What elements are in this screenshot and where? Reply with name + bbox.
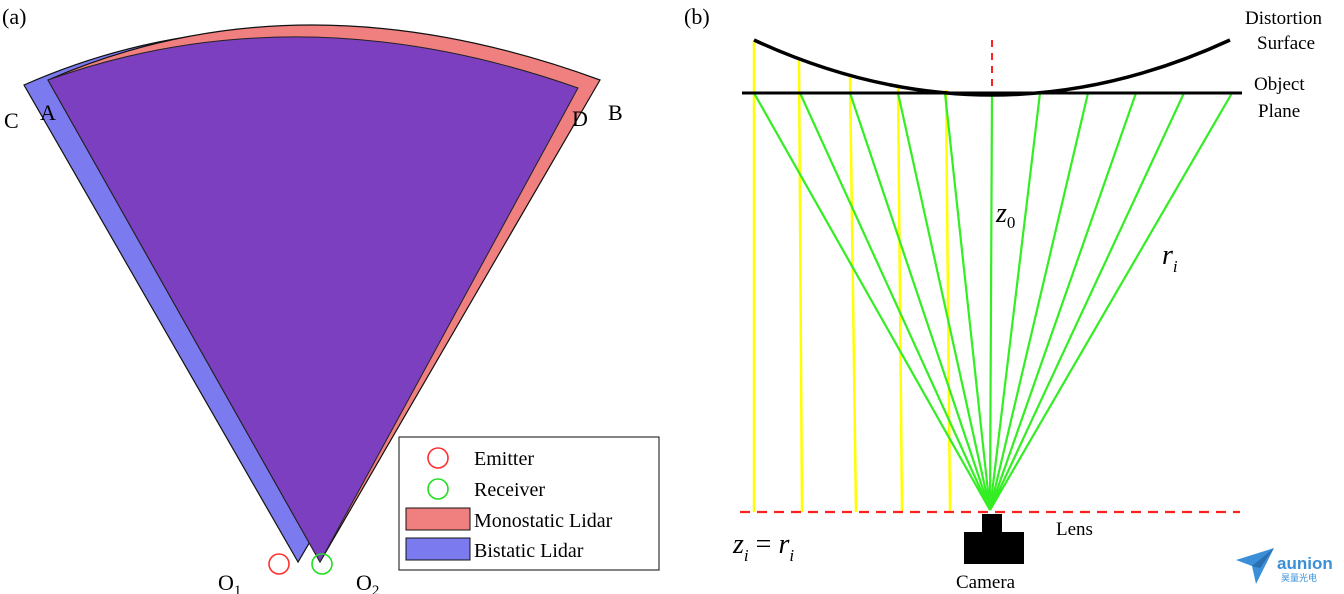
green-ray [943, 92, 992, 511]
camera-label: Camera [956, 572, 1016, 593]
yellow-ray [944, 89, 952, 513]
object-plane-label-line1: Object [1254, 74, 1305, 95]
point-label-a: A [40, 100, 56, 125]
yellow-ray [797, 59, 804, 513]
green-ray [988, 92, 1090, 511]
yellow-rays [752, 40, 952, 513]
panel-b-label: (b) [684, 4, 710, 29]
green-ray [848, 92, 992, 511]
green-ray [798, 92, 992, 511]
legend-bistatic-swatch [405, 537, 471, 561]
legend-receiver-icon [427, 478, 449, 500]
point-label-c: C [4, 108, 19, 133]
lens-label: Lens [1056, 519, 1093, 540]
panel-a-label: (a) [2, 4, 26, 29]
legend-receiver-label: Receiver [474, 479, 545, 501]
green-ray [753, 92, 991, 511]
green-ray [988, 92, 994, 511]
paper-plane-fold-icon [1252, 548, 1274, 568]
origin-label-o1: O1 [218, 570, 241, 594]
camera-lens-mount [982, 514, 1002, 534]
green-ray [988, 92, 1138, 511]
green-ray [896, 92, 992, 511]
emitter-marker [268, 553, 290, 575]
object-plane-label-line2: Plane [1258, 101, 1300, 122]
legend-emitter-label: Emitter [474, 448, 534, 470]
green-ray [989, 92, 1185, 511]
green-ray [988, 92, 1042, 511]
point-label-b: B [608, 100, 623, 125]
zi-equals-ri-label: zi = ri [732, 529, 794, 565]
distortion-surface-label-line2: Surface [1257, 33, 1315, 54]
ri-label: ri [1162, 240, 1178, 276]
yellow-ray [848, 75, 858, 513]
panel-b: (b) [684, 4, 1323, 593]
legend-emitter-icon [427, 447, 449, 469]
distortion-surface-label-line1: Distortion [1245, 8, 1323, 29]
watermark: aunion 昊量光电 [1236, 548, 1333, 584]
legend: Emitter Receiver Monostatic Lidar Bistat… [398, 436, 660, 571]
watermark-subtitle: 昊量光电 [1281, 572, 1317, 583]
receiver-marker [311, 553, 333, 575]
yellow-ray [896, 85, 904, 513]
watermark-brand: aunion [1277, 554, 1333, 573]
distortion-surface-curve [753, 38, 1231, 97]
panel-a: (a) C A D B O1 O2 Emitter Receiver Monos… [2, 4, 660, 594]
green-rays [753, 92, 1233, 511]
green-ray [989, 92, 1233, 511]
point-label-d: D [572, 106, 588, 131]
legend-bistatic-label: Bistatic Lidar [474, 540, 584, 562]
legend-monostatic-swatch [405, 507, 471, 531]
legend-monostatic-label: Monostatic Lidar [474, 510, 613, 532]
overlap-region [47, 36, 579, 564]
z0-label: z0 [995, 198, 1015, 232]
camera-body [964, 532, 1024, 564]
origin-label-o2: O2 [356, 570, 379, 594]
